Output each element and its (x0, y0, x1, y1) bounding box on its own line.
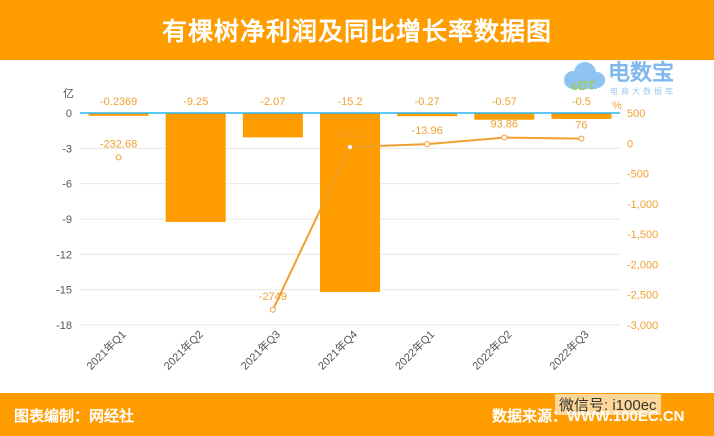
right-tick-label: -1,500 (627, 229, 658, 241)
bar-label: -9.25 (183, 96, 208, 108)
right-tick-label: -3,000 (627, 320, 658, 332)
right-tick-label: -2,000 (627, 259, 658, 271)
bar (242, 113, 303, 138)
right-tick-label: 0 (627, 138, 633, 150)
bar (397, 113, 458, 117)
logo: eDT 电数宝 电商大数据库 (562, 60, 712, 98)
left-tick-label: -18 (56, 320, 72, 332)
category-label: 2021年Q2 (160, 327, 205, 372)
left-axis-unit: 亿 (63, 87, 74, 100)
bar (165, 113, 226, 222)
category-label: 2022年Q1 (392, 327, 437, 372)
chart: 0 -3 -6 -9 -12 -15 -18 500 0 -500 -1,000 -1,500 -2,0… (56, 87, 658, 373)
right-axis-unit: % (612, 100, 622, 112)
left-tick-label: -6 (62, 179, 72, 191)
category-label: 2021年Q1 (83, 327, 128, 372)
category-label: 2022年Q2 (469, 327, 514, 372)
growth-label: 76 (575, 120, 587, 132)
category-label: 2021年Q4 (315, 327, 360, 372)
left-tick-label: 0 (66, 108, 72, 120)
growth-label: 93.86 (491, 119, 519, 131)
growth-point (347, 143, 353, 150)
growth-label: -13.96 (412, 125, 443, 137)
chart-editor: 图表编制：网经社 (14, 408, 135, 425)
growth-label: -232.68 (100, 138, 137, 150)
growth-point (115, 154, 122, 161)
category-label: 2021年Q3 (238, 327, 283, 372)
left-tick-label: -15 (56, 285, 72, 297)
bar (551, 113, 612, 119)
bar-label: -15.2 (337, 96, 362, 108)
bar-label: -0.57 (492, 96, 517, 108)
logo-subtitle: 电商大数据库 (610, 87, 676, 96)
logo-name: 电数宝 (608, 60, 675, 85)
growth-point (578, 135, 585, 142)
title-bar: 有棵树净利润及同比增长率数据图 (0, 0, 714, 60)
bar-label: -0.5 (572, 96, 591, 108)
wechat-id: 微信号: i100ec (555, 394, 661, 415)
bar (474, 113, 535, 120)
growth-label: -61.12 (334, 128, 365, 140)
bar (320, 113, 380, 293)
right-tick-label: -2,500 (627, 290, 658, 302)
bar-label: -2.07 (260, 96, 285, 108)
category-label: 2022年Q3 (546, 327, 591, 372)
left-tick-label: -12 (56, 249, 72, 261)
growth-point (501, 134, 508, 141)
right-tick-label: -500 (627, 169, 649, 181)
logo-mark: eDT (571, 78, 596, 93)
chart-title: 有棵树净利润及同比增长率数据图 (161, 18, 552, 46)
left-tick-label: -9 (62, 214, 72, 226)
growth-point (269, 306, 276, 313)
bar-label: -0.27 (415, 96, 440, 108)
left-tick-label: -3 (62, 143, 72, 155)
growth-point (424, 141, 431, 148)
growth-line (271, 136, 582, 311)
cloud-logo-icon: eDT (564, 62, 605, 93)
bar (88, 113, 149, 116)
bar-label: -0.2369 (100, 96, 137, 108)
right-tick-label: -1,000 (627, 199, 658, 211)
right-tick-label: 500 (627, 108, 645, 120)
growth-label: -2749 (259, 291, 287, 303)
